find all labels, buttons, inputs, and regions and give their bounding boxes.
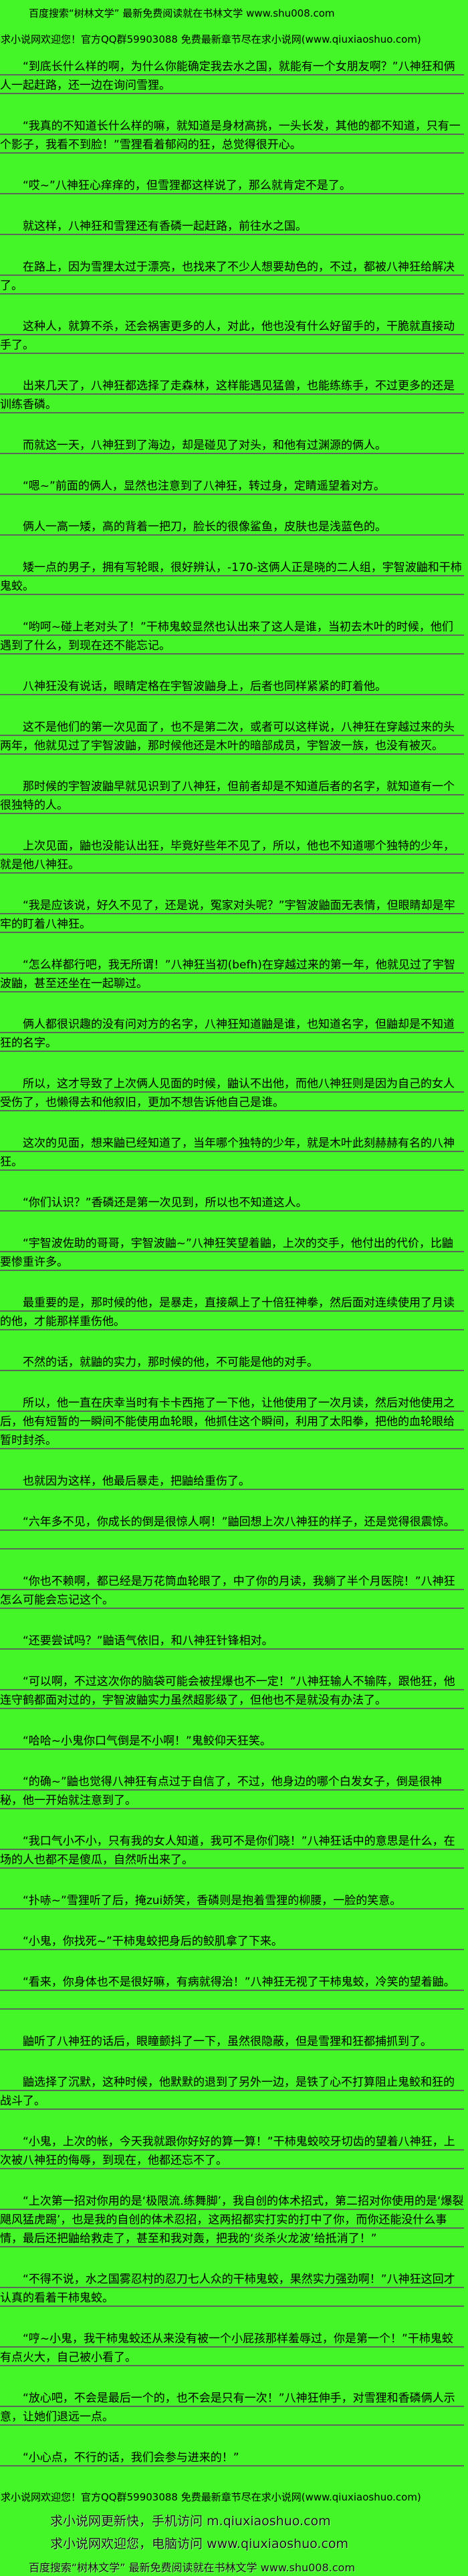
- novel-body: “到底长什么样的啊，为什么你能确定我去水之国，就能有一个女朋友啊？”八神狂和俩人…: [0, 57, 468, 2467]
- paragraph: “扑哧~”雪狸听了后，掩zui娇笑，香磷则是抱着雪狸的柳腰，一脸的笑意。: [0, 1891, 468, 1910]
- paragraph: 不然的话，就鼬的实力，那时候的他，不可能是他的对手。: [0, 1353, 468, 1372]
- paragraph: “宇智波佐助的哥哥，宇智波鼬~”八神狂笑望着鼬，上次的交手，他付出的代价，比鼬要…: [0, 1234, 468, 1272]
- paragraph: “上次第一招对你用的是‘极限流.练舞脚’，我自创的体术招式，第二招对你使用的是‘…: [0, 2192, 468, 2248]
- paragraph: “哼~小鬼，我干柿鬼蛟还从来没有被一个小屁孩那样羞辱过，你是第一个！”干柿鬼蛟有…: [0, 2330, 468, 2367]
- footer-pc-url: 求小说网欢迎您，电脑访问 www.qiuxiaoshuo.com: [50, 2537, 349, 2551]
- paragraph: 鼬听了八神狂的话后，眼瞳颤抖了一下，虽然很隐蔽，但是雪狸和狂都捕抓到了。: [0, 2032, 468, 2051]
- paragraph: 所以，他一直在庆幸当时有卡卡西拖了一下他，让他使用了一次月读，然后对他使用之后，…: [0, 1394, 468, 1450]
- paragraph: “嗯~”前面的俩人，显然也注意到了八神狂，转过身，定睛遥望着对方。: [0, 477, 468, 496]
- paragraph: “哈哈~小鬼你口气倒是不小啊！”鬼鲛仰天狂笑。: [0, 1732, 468, 1751]
- paragraph: “哟呵~碰上老对头了！”干柿鬼蛟显然也认出来了这人是谁，当初去木叶的时候，他们遇…: [0, 618, 468, 655]
- paragraph: “看来，你身体也不是很好嘛，有病就得治！”八神狂无视了干柿鬼蛟，冷笑的望着鼬。: [0, 1973, 468, 2010]
- paragraph: “不得不说，水之国雾忍村的忍刀七人众的干柿鬼蛟，果然实力强劲啊！”八神狂这回才认…: [0, 2270, 468, 2308]
- paragraph: “我真的不知道长什么样的嘛，就知道是身材高挑，一头长发，其他的都不知道，只有一个…: [0, 117, 468, 154]
- paragraph: 在路上，因为雪狸太过于漂亮，也找来了不少人想要劫色的，不过，都被八神狂给解决了。: [0, 258, 468, 295]
- paragraph: “可以啊，不过这次你的脑袋可能会被捏爆也不一定！”八神狂输人不输阵，跟他狂，他连…: [0, 1672, 468, 1710]
- paragraph: 上次见面，鼬也没能认出狂，毕竟好些年不见了，所以，他也不知道哪个独特的少年，就是…: [0, 837, 468, 874]
- paragraph: “哎~”八神狂心痒痒的，但雪狸都这样说了，那么就肯定不是了。: [0, 176, 468, 195]
- paragraph: “六年多不见，你成长的倒是很惊人啊！”鼬回想上次八神狂的样子，还是觉得很震惊。: [0, 1513, 468, 1550]
- paragraph: 八神狂没有说话，眼睛定格在宇智波鼬身上，后者也同样紧紧的盯着他。: [0, 677, 468, 696]
- paragraph: 那时候的宇智波鼬早就见识到了八神狂，但前者却是不知道后者的名字，就知道有一个很独…: [0, 777, 468, 815]
- paragraph: 就这样，八神狂和雪狸还有香磷一起赶路，前往水之国。: [0, 217, 468, 236]
- paragraph: “的确~”鼬也觉得八神狂有点过于自信了，不过，他身边的哪个白发女子，倒是很神秘，…: [0, 1773, 468, 1810]
- paragraph: 俩人一高一矮，高的背着一把刀，脸长的很像鲨鱼，皮肤也是浅蓝色的。: [0, 518, 468, 536]
- paragraph: “到底长什么样的啊，为什么你能确定我去水之国，就能有一个女朋友啊？”八神狂和俩人…: [0, 57, 468, 95]
- footer-promo-qiuxiaoshuo: 求小说网欢迎您！官方QQ群59903088 免费最新章节尽在求小说网(www.q…: [1, 2491, 421, 2503]
- paragraph: “我是应该说，好久不见了，还是说，冤家对头呢？”宇智波鼬面无表情，但眼睛却是牢牢…: [0, 896, 468, 934]
- paragraph: 所以，这才导致了上次俩人见面的时候，鼬认不出他，而他八神狂则是因为自己的女人受伤…: [0, 1075, 468, 1112]
- paragraph: 俩人都很识趣的没有问对方的名字，八神狂知道鼬是谁，也知道名字，但鼬却是不知道狂的…: [0, 1015, 468, 1053]
- paragraph: “小鬼，上次的帐，今天我就跟你好好的算一算！”干柿鬼蛟咬牙切齿的望着八神狂，上次…: [0, 2133, 468, 2170]
- paragraph: “放心吧，不会是最后一个的，也不会是只有一次！”八神狂伸手，对雪狸和香磷俩人示意…: [0, 2389, 468, 2426]
- paragraph: 也就因为这样，他最后暴走，把鼬给重伤了。: [0, 1472, 468, 1491]
- paragraph: 这次的见面，想来鼬已经知道了，当年哪个独特的少年，就是木叶此刻赫赫有名的八神狂。: [0, 1134, 468, 1171]
- paragraph: “你也不赖啊，都已经是万花筒血轮眼了，中了你的月读，我躺了半个月医院！”八神狂怎…: [0, 1572, 468, 1610]
- paragraph: 出来几天了，八神狂都选择了走森林，这样能遇见猛兽，也能练练手，不过更多的还是训练…: [0, 377, 468, 414]
- paragraph: 而就这一天，八神狂到了海边，却是碰见了对头，和他有过渊源的俩人。: [0, 436, 468, 455]
- paragraph: 最重要的是，那时候的他，是暴走，直接飙上了十倍狂神拳，然后面对连续使用了月读的他…: [0, 1294, 468, 1331]
- paragraph: “你们认识？”香磷还是第一次见到，所以也不知道这人。: [0, 1193, 468, 1212]
- paragraph: “小鬼，你找死~”干柿鬼蛟把身后的鲛肌拿了下来。: [0, 1932, 468, 1951]
- paragraph: 鼬选择了沉默，这种时候，他默默的退到了另外一边，是铁了心不打算阻止鬼鲛和狂的战斗…: [0, 2073, 468, 2110]
- footer-promo-shu008: 百度搜索“树林文学” 最新免费阅读就在书林文学 www.shu008.com: [29, 2561, 356, 2574]
- paragraph: “还要尝试吗？”鼬语气依旧，和八神狂针锋相对。: [0, 1632, 468, 1650]
- paragraph: 这不是他们的第一次见面了，也不是第二次，或者可以这样说，八神狂在穿越过来的头两年…: [0, 718, 468, 755]
- footer-mobile-url: 求小说网更新快，手机访问 m.qiuxiaoshuo.com: [50, 2514, 331, 2529]
- paragraph: “小心点，不行的话，我们会参与进来的！”: [0, 2448, 468, 2467]
- header-promo-qiuxiaoshuo: 求小说网欢迎您！官方QQ群59903088 免费最新章节尽在求小说网(www.q…: [1, 33, 421, 45]
- paragraph: “怎么样都行吧，我无所谓！”八神狂当初(befh)在穿越过来的第一年，他就见过了…: [0, 956, 468, 993]
- paragraph: 这种人，就算不杀，还会祸害更多的人，对此，他也没有什么好留手的，干脆就直接动手了…: [0, 317, 468, 355]
- paragraph: 矮一点的男子，拥有写轮眼，很好辨认，-170-这俩人正是晓的二人组，宇智波鼬和干…: [0, 558, 468, 596]
- paragraph: “我口气小不小，只有我的女人知道，我可不是你们晓！”八神狂话中的意思是什么，在场…: [0, 1832, 468, 1869]
- header-promo-shu008: 百度搜索“树林文学” 最新免费阅读就在书林文学 www.shu008.com: [29, 7, 335, 19]
